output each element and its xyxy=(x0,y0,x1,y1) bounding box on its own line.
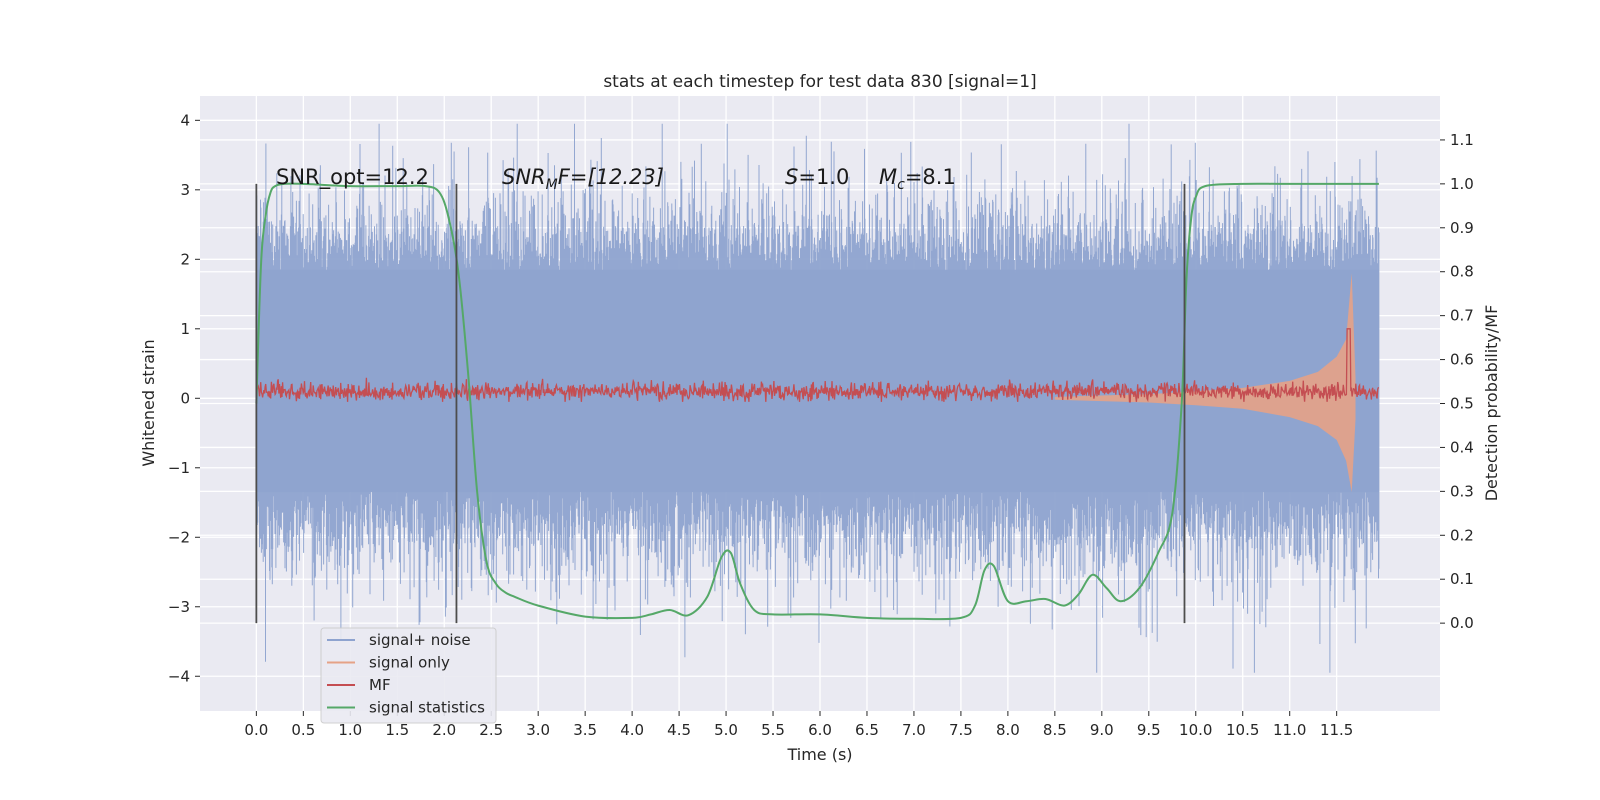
axes: 0.0 0.5 1.0 1.5 2.0 2.5 3.0 3.5 4.0 4.5 5.0 5.5 6.0 6… xyxy=(168,111,1474,739)
y2-tick-label: 0.6 xyxy=(1450,351,1474,369)
x-tick-label: 4.0 xyxy=(620,721,644,739)
y2-tick-label: 0.4 xyxy=(1450,438,1474,456)
x-tick-label: 2.5 xyxy=(479,721,503,739)
signal-statistics-line xyxy=(255,182,1379,621)
mc-subscript: c xyxy=(897,177,905,193)
snr-mf-main: SNR xyxy=(502,165,546,189)
y2-axis-title: Detection probability/MF xyxy=(1482,305,1501,502)
y2-tick-label: 0.5 xyxy=(1450,395,1474,413)
x-tick-label: 3.0 xyxy=(526,721,550,739)
y2-tick-label: 0.3 xyxy=(1450,482,1474,500)
x-tick-label: 9.0 xyxy=(1090,721,1114,739)
annotation-snr-opt: SNR_opt=12.2 xyxy=(276,165,429,190)
y-tick-label: −1 xyxy=(168,459,190,477)
x-tick-label: 8.0 xyxy=(996,721,1020,739)
s-value: =1.0 xyxy=(798,165,849,189)
y-tick-label: 4 xyxy=(180,111,190,129)
series-layer xyxy=(255,123,1380,673)
chart-title: stats at each timestep for test data 830… xyxy=(603,72,1036,92)
series-clip-group xyxy=(255,123,1380,673)
y-tick-label: −4 xyxy=(168,667,190,685)
signal-only-envelope xyxy=(1054,273,1356,493)
x-tick-label: 0.5 xyxy=(291,721,315,739)
x-tick-label: 1.0 xyxy=(338,721,362,739)
vertical-markers xyxy=(255,183,1186,624)
legend: signal+ noise signal only MF signal statist… xyxy=(320,627,497,724)
snr-mf-sub: M xyxy=(546,177,558,193)
y-tick-label: 3 xyxy=(180,181,190,199)
x-tick-label: 1.5 xyxy=(385,721,409,739)
x-tick-label: 11.0 xyxy=(1273,721,1306,739)
x-tick-label: 9.5 xyxy=(1137,721,1161,739)
y-tick-label: 2 xyxy=(180,250,190,268)
y2-tick-label: 0.9 xyxy=(1450,219,1474,237)
x-tick-label: 11.5 xyxy=(1320,721,1353,739)
x-tick-label: 8.5 xyxy=(1043,721,1067,739)
mc-symbol: M xyxy=(879,165,897,189)
y-tick-label: −2 xyxy=(168,528,190,546)
y2-tick-label: 0.1 xyxy=(1450,570,1474,588)
x-tick-label: 6.5 xyxy=(855,721,879,739)
y2-tick-label: 0.7 xyxy=(1450,307,1474,325)
x-tick-label: 5.5 xyxy=(761,721,785,739)
x-tick-label: 10.5 xyxy=(1226,721,1259,739)
y2-tick-label: 0.2 xyxy=(1450,526,1474,544)
x-tick-label: 6.0 xyxy=(808,721,832,739)
mf-line xyxy=(255,328,1380,403)
legend-box xyxy=(320,627,497,724)
y-tick-label: 1 xyxy=(180,320,190,338)
y-tick-label: −3 xyxy=(168,598,190,616)
x-tick-label: 0.0 xyxy=(244,721,268,739)
x-tick-label: 2.0 xyxy=(432,721,456,739)
y-tick-label: 0 xyxy=(180,389,190,407)
x-tick-label: 7.0 xyxy=(902,721,926,739)
mc-value: =8.1 xyxy=(905,165,956,189)
legend-label: signal only xyxy=(369,654,450,672)
annotation-mc: Mc=8.1 xyxy=(879,165,956,193)
legend-label: signal+ noise xyxy=(369,631,471,649)
s-symbol: S xyxy=(785,165,798,189)
y2-tick-label: 0.0 xyxy=(1450,614,1474,632)
annotation-snr-mf: SNRMF=[12.23] xyxy=(502,165,664,193)
y-axis-title: Whitened strain xyxy=(139,339,158,466)
x-tick-label: 10.0 xyxy=(1179,721,1212,739)
y2-tick-label: 0.8 xyxy=(1450,263,1474,281)
x-tick-label: 5.0 xyxy=(714,721,738,739)
x-axis-title: Time (s) xyxy=(786,745,852,764)
x-tick-label: 3.5 xyxy=(573,721,597,739)
y2-tick-label: 1.0 xyxy=(1450,175,1474,193)
legend-label: signal statistics xyxy=(369,699,485,717)
legend-label: MF xyxy=(369,676,391,694)
y2-tick-label: 1.1 xyxy=(1450,131,1474,149)
x-tick-label: 4.5 xyxy=(667,721,691,739)
annotation-s: S=1.0 xyxy=(785,165,849,189)
x-tick-label: 7.5 xyxy=(949,721,973,739)
snr-mf-rest: F=[12.23] xyxy=(558,165,664,189)
